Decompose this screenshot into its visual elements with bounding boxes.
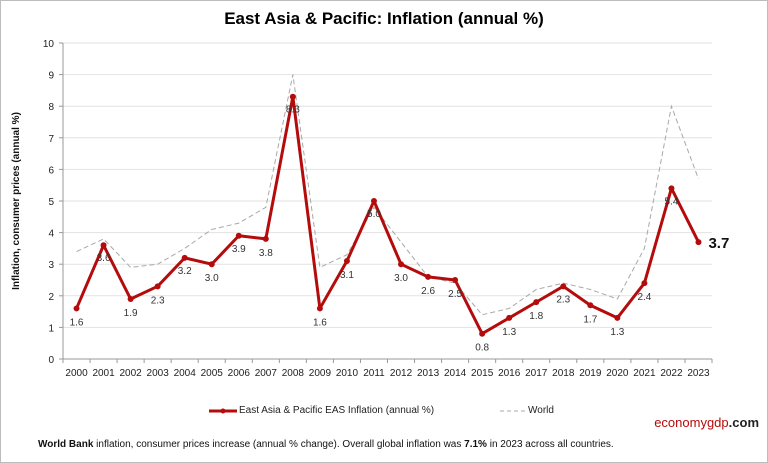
series-eas-point (316, 305, 323, 312)
y-tick-label: 4 (48, 229, 54, 240)
data-label: 8.3 (286, 105, 300, 116)
data-label: 3.9 (232, 244, 246, 255)
data-label: 5.4 (664, 196, 678, 207)
series-eas-point (695, 239, 702, 246)
series-eas-point (208, 261, 215, 268)
series-eas-point (370, 198, 377, 204)
series-eas-point (127, 295, 134, 302)
series-eas-point (479, 330, 486, 337)
x-tick-label: 2001 (92, 368, 115, 379)
legend-item-eas: East Asia & Pacific EAS Inflation (annua… (209, 405, 434, 416)
data-label: 2.4 (637, 292, 651, 303)
x-tick-label: 2005 (201, 368, 224, 379)
x-tick-label: 2002 (119, 368, 142, 379)
data-label: 2.3 (151, 295, 165, 306)
series-eas-point (154, 283, 161, 290)
x-tick-label: 2013 (417, 368, 440, 379)
series-eas-point (262, 235, 269, 242)
series-eas-point (452, 277, 459, 283)
series-eas-point (425, 273, 432, 280)
x-tick-label: 2011 (363, 368, 385, 379)
series-eas-point (506, 314, 513, 321)
y-tick-label: 6 (48, 165, 54, 176)
data-label: 5.0 (367, 209, 381, 220)
data-label: 3.0 (394, 273, 408, 284)
series-eas-point (560, 283, 567, 290)
series-eas-line (75, 95, 700, 336)
legend-item-world: World (498, 405, 554, 416)
x-tick-label: 2019 (579, 368, 602, 379)
series-eas-point (614, 314, 621, 321)
x-tick-label: 2009 (309, 368, 332, 379)
series-world-line (76, 74, 699, 316)
footnote: World Bank inflation, consumer prices in… (38, 439, 614, 450)
data-label: 3.8 (259, 248, 273, 259)
x-tick-label: 2003 (147, 368, 170, 379)
legend-world-label: World (528, 405, 554, 416)
data-label: 3.0 (205, 273, 219, 284)
x-tick-label: 2021 (633, 368, 656, 379)
legend-world-swatch (500, 410, 526, 411)
line-chart: 0 1 2 3 4 5 6 7 8 9 10 2000 2001 2002 2003 2004 2005 2006… (11, 39, 729, 379)
x-tick-label: 2008 (282, 368, 305, 379)
x-tick-label: 2017 (525, 368, 548, 379)
x-tick-label: 2014 (444, 368, 467, 379)
y-tick-label: 9 (48, 71, 54, 82)
x-tick-label: 2015 (471, 368, 494, 379)
brand-logo: economygdp.com (654, 415, 759, 430)
data-label: 1.9 (124, 308, 138, 319)
legend-eas-swatch (209, 408, 237, 413)
x-tick-label: 2007 (255, 368, 278, 379)
x-tick-label: 2023 (687, 368, 710, 379)
chart-title: East Asia & Pacific: Inflation (annual %… (224, 9, 544, 28)
x-tick-label: 2010 (336, 368, 359, 379)
y-tick-label: 8 (48, 102, 54, 113)
series-eas-point (587, 302, 594, 309)
data-label: 2.5 (448, 289, 462, 300)
data-label: 3.6 (97, 253, 111, 264)
legend-eas-label: East Asia & Pacific EAS Inflation (annua… (239, 405, 435, 416)
data-label: 1.7 (583, 314, 597, 325)
series-eas-point (73, 305, 80, 312)
data-label: 3.2 (178, 266, 192, 277)
y-tick-label: 3 (48, 260, 54, 271)
x-tick-label: 2018 (552, 368, 575, 379)
series-eas-point (343, 258, 350, 265)
data-label-last: 3.7 (708, 235, 729, 252)
series-eas-point (235, 232, 242, 239)
y-tick-label: 0 (48, 355, 54, 366)
data-label: 1.3 (610, 327, 624, 338)
y-tick-label: 10 (43, 39, 55, 50)
x-tick-label: 2000 (65, 368, 88, 379)
y-tick-label: 1 (48, 323, 54, 334)
data-label: 1.3 (502, 327, 516, 338)
data-label: 3.1 (340, 270, 354, 281)
data-label: 1.6 (70, 317, 84, 328)
series-eas-point (668, 185, 675, 192)
data-label: 2.6 (421, 286, 435, 297)
series-eas-point (398, 261, 405, 268)
data-label: 0.8 (475, 343, 489, 354)
series-eas-point (100, 242, 107, 249)
x-tick-label: 2022 (660, 368, 683, 379)
y-axis-label: Inflation, consumer prices (annual %) (11, 112, 22, 290)
x-tick-label: 2004 (174, 368, 197, 379)
x-tick-label: 2016 (498, 368, 521, 379)
data-label: 1.8 (529, 311, 543, 322)
y-tick-label: 2 (48, 292, 54, 303)
series-eas-point (181, 254, 188, 261)
series-eas-point (641, 280, 648, 287)
series-eas-point (533, 299, 540, 306)
data-label: 1.6 (313, 317, 327, 328)
x-tick-label: 2006 (228, 368, 251, 379)
series-eas-point (289, 93, 296, 100)
y-tick-label: 5 (48, 197, 54, 208)
data-label: 2.3 (556, 294, 570, 305)
y-tick-label: 7 (48, 134, 54, 145)
x-tick-label: 2020 (606, 368, 629, 379)
x-tick-label: 2012 (390, 368, 413, 379)
